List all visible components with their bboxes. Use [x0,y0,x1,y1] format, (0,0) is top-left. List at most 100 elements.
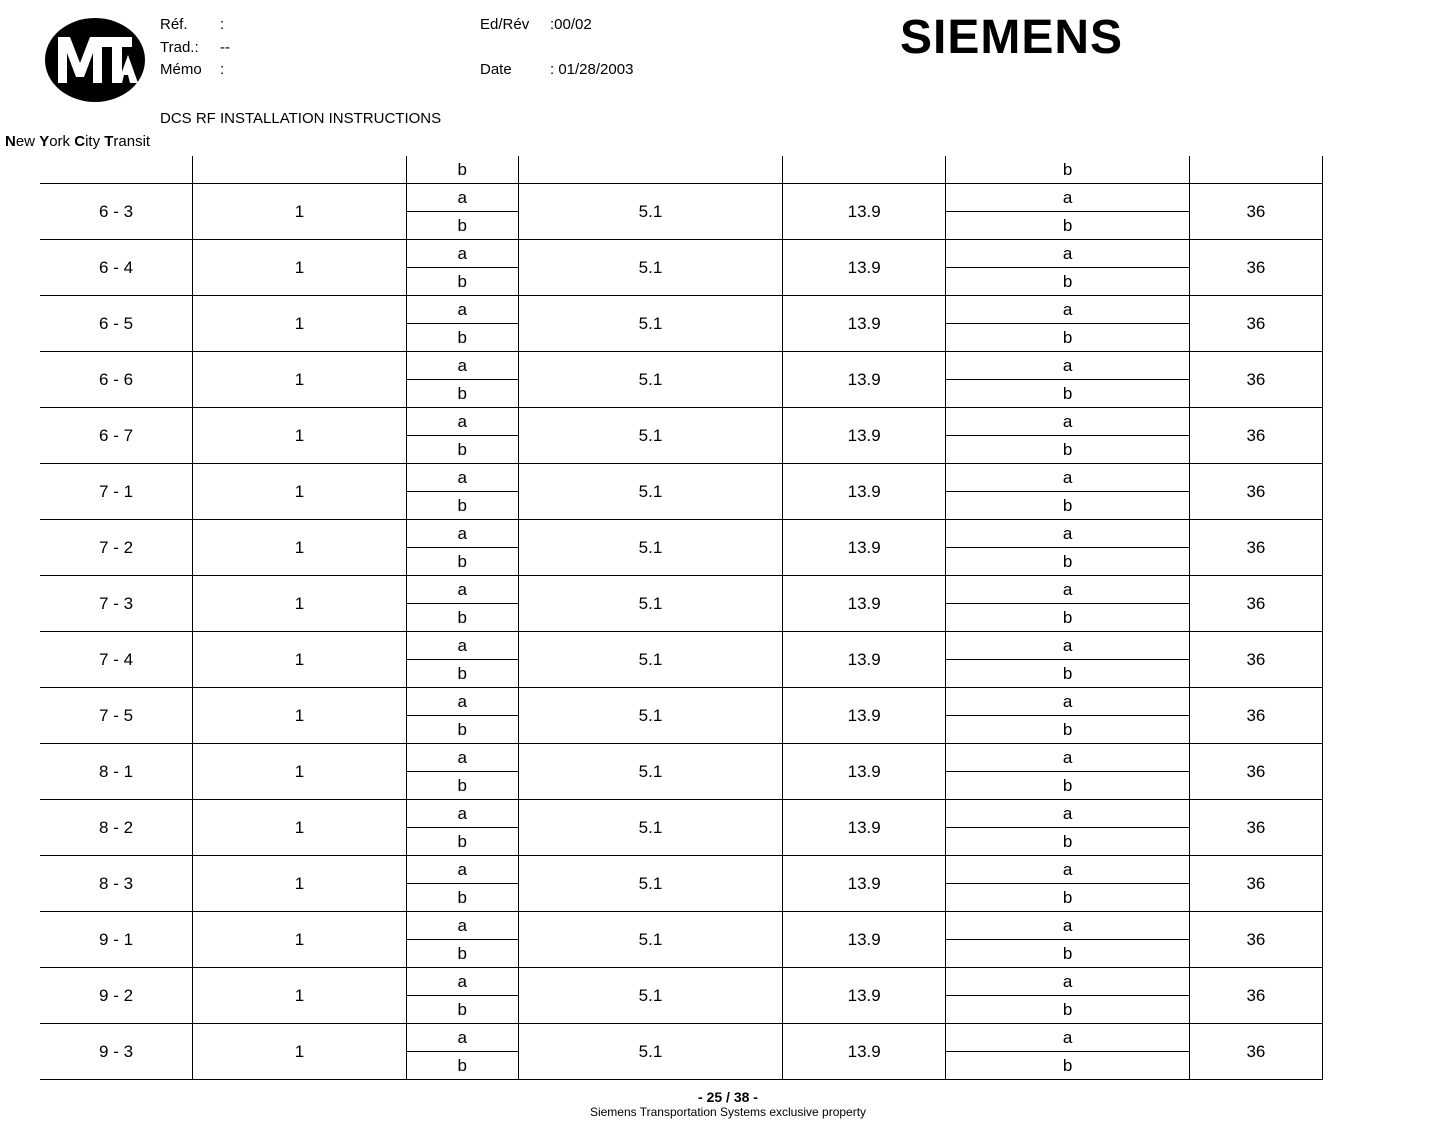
table-cell: b [406,996,518,1024]
table-cell: b [946,940,1190,968]
table-cell: 1 [193,856,407,912]
table-cell: 5.1 [518,688,783,744]
table-cell [1190,156,1322,184]
table-cell: a [406,744,518,772]
ref-label: Réf. [160,14,220,37]
trad-value: -- [220,37,230,60]
table-cell: 13.9 [783,632,946,688]
table-cell: 1 [193,912,407,968]
table-cell [1322,856,1434,912]
table-cell: 1 [193,296,407,352]
table-cell: 36 [1190,968,1322,1024]
table-cell [1322,464,1434,520]
table-cell: b [946,492,1190,520]
table-cell: 7 - 1 [40,464,193,520]
table-cell: 5.1 [518,520,783,576]
table-cell: a [406,968,518,996]
table-cell: a [946,968,1190,996]
table-cell: b [946,268,1190,296]
table-cell: 5.1 [518,464,783,520]
table-cell: 36 [1190,576,1322,632]
sub-title: New York City Transit [5,133,1456,150]
edrev-value: :00/02 [550,14,592,37]
table-cell: 5.1 [518,856,783,912]
table-cell: b [406,604,518,632]
edrev-label: Ed/Rév [480,14,550,37]
table-cell: 1 [193,968,407,1024]
table-cell: 13.9 [783,520,946,576]
table-cell: 5.1 [518,352,783,408]
table-cell: b [946,996,1190,1024]
table-cell: 6 - 6 [40,352,193,408]
copyright: Siemens Transportation Systems exclusive… [0,1105,1456,1119]
table-cell: 1 [193,240,407,296]
table-cell: 36 [1190,520,1322,576]
table-cell: 13.9 [783,800,946,856]
table-cell: 1 [193,800,407,856]
table-cell: a [406,520,518,548]
table-cell: b [406,716,518,744]
siemens-logo: SIEMENS [840,10,1436,65]
footer: - 25 / 38 - Siemens Transportation Syste… [0,1089,1456,1119]
table-cell: a [946,184,1190,212]
table-cell: 5.1 [518,912,783,968]
table-cell: b [406,660,518,688]
table-cell [40,156,193,184]
table-cell [518,156,783,184]
trad-label: Trad.: [160,37,220,60]
table-cell: 6 - 4 [40,240,193,296]
table-cell: b [946,772,1190,800]
memo-label: Mémo [160,59,220,82]
table-cell: b [946,660,1190,688]
table-cell: 1 [193,744,407,800]
table-cell: 8 - 2 [40,800,193,856]
table-cell: b [946,1052,1190,1080]
table-cell: b [946,324,1190,352]
table-cell [1322,156,1434,184]
table-cell: 9 - 1 [40,912,193,968]
page-number: - 25 / 38 - [0,1089,1456,1105]
table-cell: a [946,576,1190,604]
table-cell: b [946,716,1190,744]
table-cell: 36 [1190,296,1322,352]
table-cell: 13.9 [783,296,946,352]
table-cell: 5.1 [518,968,783,1024]
table-cell: b [406,156,518,184]
table-cell: a [406,800,518,828]
table-cell: a [406,856,518,884]
table-cell: 36 [1190,408,1322,464]
table-cell: b [406,772,518,800]
table-cell: 1 [193,520,407,576]
table-cell: b [406,884,518,912]
table-cell: 5.1 [518,800,783,856]
table-cell: 8 - 3 [40,856,193,912]
table-cell: 13.9 [783,912,946,968]
table-cell: a [406,184,518,212]
table-cell [1322,688,1434,744]
table-cell: a [946,352,1190,380]
table-cell [1322,520,1434,576]
table-cell: b [406,212,518,240]
table-cell [193,156,407,184]
table-cell: 36 [1190,464,1322,520]
table-cell: 13.9 [783,1024,946,1080]
table-cell: 7 - 3 [40,576,193,632]
table-cell: a [406,1024,518,1052]
table-cell: a [946,408,1190,436]
table-cell: 13.9 [783,856,946,912]
table-cell: 1 [193,464,407,520]
table-cell: 36 [1190,352,1322,408]
table-cell: b [406,380,518,408]
table-cell: b [406,492,518,520]
table-cell: a [946,632,1190,660]
table-cell: 7 - 5 [40,688,193,744]
table-cell: a [406,688,518,716]
table-cell: 36 [1190,184,1322,240]
table-cell: a [946,520,1190,548]
siemens-text: SIEMENS [900,10,1123,65]
table-cell: b [406,548,518,576]
table-cell: a [946,464,1190,492]
table-cell: 36 [1190,1024,1322,1080]
table-cell: a [946,744,1190,772]
table-cell: 13.9 [783,464,946,520]
